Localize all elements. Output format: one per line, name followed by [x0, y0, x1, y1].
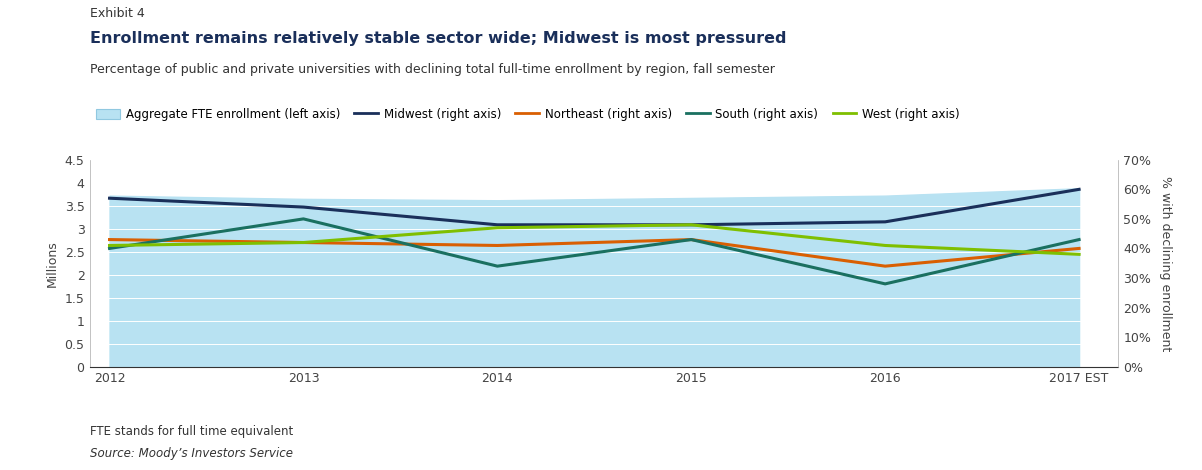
Text: Percentage of public and private universities with declining total full-time enr: Percentage of public and private univers…: [90, 63, 775, 77]
Y-axis label: % with declining enrollment: % with declining enrollment: [1159, 176, 1172, 351]
Text: Enrollment remains relatively stable sector wide; Midwest is most pressured: Enrollment remains relatively stable sec…: [90, 31, 786, 46]
Y-axis label: Millions: Millions: [46, 240, 59, 287]
Text: FTE stands for full time equivalent: FTE stands for full time equivalent: [90, 425, 293, 439]
Legend: Aggregate FTE enrollment (left axis), Midwest (right axis), Northeast (right axi: Aggregate FTE enrollment (left axis), Mi…: [96, 108, 959, 121]
Text: Exhibit 4: Exhibit 4: [90, 7, 145, 20]
Text: Source: Moody’s Investors Service: Source: Moody’s Investors Service: [90, 447, 293, 461]
